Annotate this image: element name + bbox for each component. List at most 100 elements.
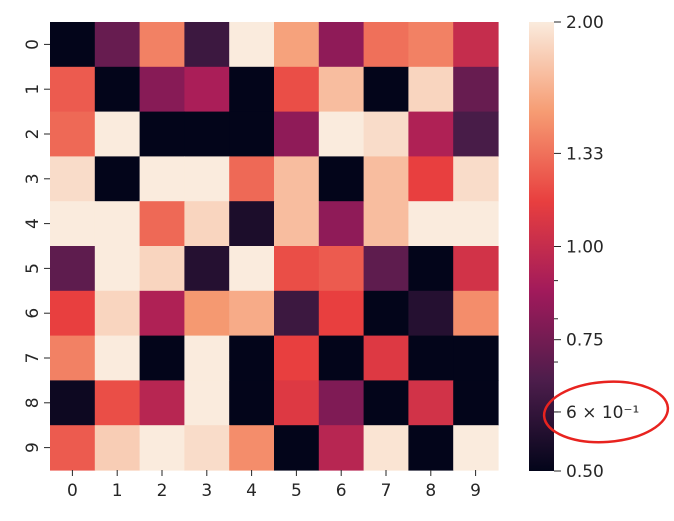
x-tick-label: 3: [201, 481, 212, 501]
y-tick-label: 9: [23, 442, 43, 453]
heatmap-cell-r8-c7: [363, 380, 409, 426]
heatmap-cell-r9-c4: [229, 425, 275, 471]
heatmap-cell-r4-c5: [274, 201, 320, 247]
heatmap-cell-r7-c7: [363, 335, 409, 381]
heatmap-cell-r6-c1: [94, 290, 141, 337]
heatmap-cell-r5-c9: [453, 246, 499, 292]
y-tick-label: 3: [23, 173, 43, 184]
heatmap-cell-r9-c3: [184, 425, 230, 471]
heatmap-cell-r7-c9: [453, 335, 499, 381]
heatmap-cell-r4-c8: [408, 201, 454, 247]
heatmap-cell-r0-c8: [408, 22, 454, 68]
heatmap-cell-r3-c1: [94, 156, 141, 202]
heatmap-cell-r8-c9: [453, 380, 499, 426]
heatmap-cell-r4-c2: [139, 201, 185, 247]
heatmap-cell-r9-c2: [139, 425, 185, 471]
heatmap-cell-r9-c7: [363, 425, 409, 471]
heatmap-cell-r2-c0: [50, 111, 96, 157]
heatmap-cell-r7-c1: [94, 335, 141, 381]
heatmap-cell-r8-c3: [184, 380, 230, 426]
heatmap-cell-r9-c8: [408, 425, 454, 471]
x-tick-label: 0: [67, 481, 78, 501]
heatmap-cell-r3-c4: [229, 156, 275, 202]
heatmap-cell-r2-c6: [318, 111, 365, 157]
y-tick-label: 6: [23, 308, 43, 319]
y-tick-label: 8: [23, 397, 43, 408]
heatmap-cell-r3-c7: [363, 156, 409, 202]
heatmap-cell-r9-c9: [453, 425, 499, 471]
y-tick-label: 2: [23, 129, 43, 140]
heatmap-cell-r4-c4: [229, 201, 275, 247]
heatmap-cell-r0-c3: [184, 22, 230, 68]
heatmap-cell-r1-c0: [50, 66, 96, 113]
heatmap-cell-r1-c3: [184, 66, 230, 113]
heatmap-cell-r6-c5: [274, 290, 320, 337]
x-tick-label: 7: [381, 481, 392, 501]
heatmap-cell-r8-c1: [94, 380, 141, 426]
heatmap-cell-r1-c7: [363, 66, 409, 113]
heatmap-cell-r6-c3: [184, 290, 230, 337]
heatmap-cell-r5-c4: [229, 246, 275, 292]
heatmap-cell-r2-c8: [408, 111, 454, 157]
heatmap-cell-r5-c2: [139, 246, 185, 292]
heatmap-cell-r1-c8: [408, 66, 454, 113]
heatmap-cell-r0-c9: [453, 22, 499, 68]
heatmap-cell-r5-c0: [50, 246, 96, 292]
heatmap-cell-r9-c6: [318, 425, 365, 471]
heatmap-cell-r3-c6: [318, 156, 365, 202]
heatmap-cell-r4-c3: [184, 201, 230, 247]
heatmap-cell-r2-c3: [184, 111, 230, 157]
colorbar-tick-label: 0.50: [566, 462, 604, 482]
heatmap-cells: [50, 22, 499, 471]
heatmap-cell-r7-c5: [274, 335, 320, 381]
heatmap-cell-r3-c0: [50, 156, 96, 202]
heatmap-cell-r4-c9: [453, 201, 499, 247]
x-axis: 0 1 2 3 4 5 6 7 8 9: [67, 470, 481, 501]
heatmap-cell-r2-c1: [94, 111, 141, 157]
colorbar-tick-label: 2.00: [566, 13, 604, 33]
x-tick-label: 8: [425, 481, 436, 501]
y-tick-label: 5: [23, 263, 43, 274]
colorbar-tick-label: 6 × 10⁻¹: [566, 403, 639, 423]
heatmap-cell-r8-c0: [50, 380, 96, 426]
heatmap-cell-r1-c4: [229, 66, 275, 113]
heatmap-cell-r3-c9: [453, 156, 499, 202]
y-axis: 0 1 2 3 4 5 6 7 8 9: [23, 39, 50, 453]
heatmap-cell-r5-c1: [94, 246, 141, 292]
heatmap-cell-r9-c0: [50, 425, 96, 471]
heatmap-cell-r8-c8: [408, 380, 454, 426]
heatmap-cell-r6-c0: [50, 290, 96, 337]
heatmap-cell-r2-c4: [229, 111, 275, 157]
heatmap-cell-r7-c0: [50, 335, 96, 381]
heatmap-cell-r4-c1: [94, 201, 141, 247]
colorbar-tick-label: 0.75: [566, 331, 604, 351]
heatmap-cell-r7-c8: [408, 335, 454, 381]
heatmap-cell-r8-c6: [318, 380, 365, 426]
heatmap-cell-r1-c6: [318, 66, 365, 113]
heatmap-cell-r6-c7: [363, 290, 409, 337]
heatmap-cell-r2-c9: [453, 111, 499, 157]
heatmap-cell-r5-c7: [363, 246, 409, 292]
heatmap-cell-r0-c5: [274, 22, 320, 68]
heatmap-cell-r1-c1: [94, 66, 141, 113]
y-tick-label: 7: [23, 353, 43, 364]
heatmap-cell-r0-c7: [363, 22, 409, 68]
heatmap-cell-r8-c2: [139, 380, 185, 426]
heatmap-cell-r7-c6: [318, 335, 365, 381]
y-tick-label: 0: [23, 39, 43, 50]
heatmap-cell-r9-c5: [274, 425, 320, 471]
heatmap-cell-r3-c5: [274, 156, 320, 202]
x-tick-label: 6: [336, 481, 347, 501]
heatmap-cell-r7-c4: [229, 335, 275, 381]
heatmap-cell-r0-c1: [94, 22, 141, 68]
heatmap-cell-r4-c6: [318, 201, 365, 247]
heatmap-cell-r8-c5: [274, 380, 320, 426]
heatmap-cell-r0-c4: [229, 22, 275, 68]
heatmap-cell-r4-c0: [50, 201, 96, 247]
heatmap-cell-r5-c8: [408, 246, 454, 292]
heatmap-cell-r5-c5: [274, 246, 320, 292]
colorbar-tick-label: 1.00: [566, 237, 604, 257]
x-tick-label: 2: [157, 481, 168, 501]
heatmap-cell-r7-c2: [139, 335, 185, 381]
